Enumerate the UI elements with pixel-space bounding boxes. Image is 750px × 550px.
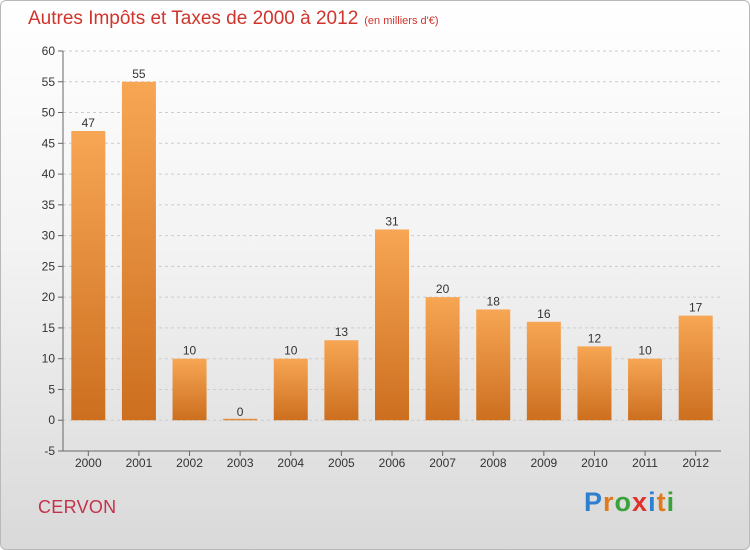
x-tick-label: 2008 [480, 456, 507, 470]
logo-letter: P [584, 487, 604, 517]
bar [375, 229, 409, 421]
y-tick-label: 45 [42, 136, 56, 150]
bar-value-label: 13 [335, 325, 349, 339]
bar [628, 358, 663, 421]
bar-value-label: 20 [436, 282, 450, 296]
y-tick-label: 15 [42, 321, 56, 335]
y-tick-label: 35 [42, 198, 56, 212]
x-tick-label: 2000 [75, 456, 102, 470]
x-tick-label: 2003 [227, 456, 254, 470]
x-tick-label: 2002 [176, 456, 203, 470]
y-tick-label: 20 [42, 290, 56, 304]
bar [324, 340, 359, 421]
x-tick-label: 2001 [126, 456, 153, 470]
chart-title-text: Autres Impôts et Taxes de 2000 à 2012 [28, 8, 359, 29]
y-tick-label: -5 [44, 444, 55, 458]
x-tick-label: 2011 [632, 456, 658, 470]
bar-value-label: 0 [237, 405, 244, 419]
x-tick-label: 2009 [530, 456, 557, 470]
bar-value-label: 55 [132, 67, 146, 81]
bar-value-label: 47 [82, 116, 96, 130]
y-tick-label: 10 [42, 352, 56, 366]
bar [172, 358, 207, 421]
logo-letter: x [632, 487, 649, 517]
bar-value-label: 31 [385, 214, 399, 228]
bar-value-label: 18 [487, 294, 501, 308]
bar [577, 346, 612, 421]
bar-value-label: 16 [537, 307, 551, 321]
x-tick-label: 2012 [682, 456, 709, 470]
logo-letter: i [648, 487, 657, 517]
y-tick-label: 50 [42, 106, 56, 120]
bar-value-label: 10 [183, 344, 197, 358]
logo-letter: r [603, 487, 615, 517]
chart-unit: (en milliers d'€) [364, 15, 439, 27]
commune-name: CERVON [38, 497, 117, 517]
y-tick-label: 0 [48, 413, 55, 427]
y-tick-label: 5 [48, 382, 55, 396]
chart-title: Autres Impôts et Taxes de 2000 à 2012 (en… [28, 8, 439, 30]
bar [425, 297, 460, 421]
proxiti-logo: Proxiti [584, 487, 675, 518]
bar-value-label: 17 [689, 301, 703, 315]
logo-letter: t [656, 487, 667, 517]
x-tick-label: 2004 [277, 456, 304, 470]
bar-value-label: 10 [638, 344, 652, 358]
bar [121, 81, 156, 421]
x-tick-label: 2005 [328, 456, 355, 470]
y-tick-label: 55 [42, 75, 56, 89]
logo-letter: o [614, 487, 633, 517]
bar [71, 131, 106, 421]
bar [526, 321, 561, 421]
y-tick-label: 40 [42, 167, 56, 181]
bar [223, 418, 258, 421]
bar [273, 358, 308, 421]
bar-value-label: 10 [284, 344, 298, 358]
bar-value-label: 12 [588, 331, 602, 345]
x-tick-label: 2007 [429, 456, 456, 470]
y-tick-label: 25 [42, 259, 56, 273]
x-tick-label: 2006 [379, 456, 406, 470]
logo-letter: i [666, 487, 676, 517]
x-tick-label: 2010 [581, 456, 608, 470]
y-tick-label: 60 [42, 44, 56, 58]
y-tick-label: 30 [42, 229, 56, 243]
bar [476, 309, 511, 421]
bar [678, 315, 713, 421]
